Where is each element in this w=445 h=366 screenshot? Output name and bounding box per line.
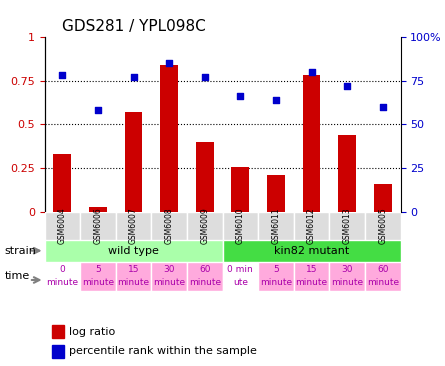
Bar: [338, 135, 356, 212]
Text: strain: strain: [4, 246, 36, 256]
FancyBboxPatch shape: [80, 262, 116, 291]
Text: minute: minute: [46, 278, 78, 287]
Text: 15: 15: [128, 265, 139, 274]
Text: 5: 5: [95, 265, 101, 274]
Point: [272, 97, 279, 103]
FancyBboxPatch shape: [116, 262, 151, 291]
FancyBboxPatch shape: [329, 212, 365, 240]
Text: 60: 60: [377, 265, 388, 274]
Text: percentile rank within the sample: percentile rank within the sample: [69, 346, 257, 356]
Bar: [52, 325, 64, 338]
Text: GSM6004: GSM6004: [58, 208, 67, 244]
Bar: [89, 207, 107, 212]
Text: 0: 0: [60, 265, 65, 274]
Text: minute: minute: [82, 278, 114, 287]
Point: [379, 104, 386, 110]
Text: 60: 60: [199, 265, 210, 274]
Point: [59, 72, 66, 78]
Bar: [53, 154, 71, 212]
Text: wild type: wild type: [108, 246, 159, 256]
FancyBboxPatch shape: [44, 212, 80, 240]
Text: kin82 mutant: kin82 mutant: [274, 246, 349, 256]
Text: 30: 30: [341, 265, 353, 274]
FancyBboxPatch shape: [258, 212, 294, 240]
Text: 5: 5: [273, 265, 279, 274]
Text: minute: minute: [189, 278, 221, 287]
Text: GSM6009: GSM6009: [200, 208, 209, 244]
Text: GSM6010: GSM6010: [236, 208, 245, 244]
Text: GSM6006: GSM6006: [93, 208, 102, 244]
Text: GSM6008: GSM6008: [165, 208, 174, 244]
Text: GSM6013: GSM6013: [343, 208, 352, 244]
Text: minute: minute: [295, 278, 328, 287]
Text: GSM6007: GSM6007: [129, 208, 138, 244]
FancyBboxPatch shape: [151, 262, 187, 291]
FancyBboxPatch shape: [44, 262, 80, 291]
FancyBboxPatch shape: [222, 212, 258, 240]
Text: minute: minute: [153, 278, 185, 287]
Text: 0 min: 0 min: [227, 265, 253, 274]
FancyBboxPatch shape: [187, 262, 222, 291]
Bar: [374, 184, 392, 212]
Text: ute: ute: [233, 278, 248, 287]
Text: GDS281 / YPL098C: GDS281 / YPL098C: [62, 19, 206, 34]
Text: minute: minute: [367, 278, 399, 287]
Bar: [125, 112, 142, 212]
FancyBboxPatch shape: [116, 212, 151, 240]
FancyBboxPatch shape: [222, 240, 400, 262]
Text: minute: minute: [260, 278, 292, 287]
Point: [201, 74, 208, 80]
FancyBboxPatch shape: [222, 262, 258, 291]
FancyBboxPatch shape: [151, 212, 187, 240]
Text: GSM6012: GSM6012: [307, 208, 316, 244]
Bar: [196, 142, 214, 212]
Point: [344, 83, 351, 89]
Bar: [303, 75, 320, 212]
Bar: [52, 345, 64, 358]
Bar: [231, 167, 249, 212]
FancyBboxPatch shape: [365, 212, 400, 240]
Point: [308, 69, 315, 75]
FancyBboxPatch shape: [294, 212, 329, 240]
Text: minute: minute: [331, 278, 363, 287]
FancyBboxPatch shape: [44, 240, 222, 262]
FancyBboxPatch shape: [294, 262, 329, 291]
Text: GSM6011: GSM6011: [271, 208, 280, 244]
Bar: [160, 65, 178, 212]
FancyBboxPatch shape: [80, 212, 116, 240]
FancyBboxPatch shape: [329, 262, 365, 291]
Point: [166, 60, 173, 66]
Text: minute: minute: [117, 278, 150, 287]
Point: [94, 108, 101, 113]
Point: [237, 93, 244, 99]
Text: GSM6005: GSM6005: [378, 208, 387, 244]
Text: 15: 15: [306, 265, 317, 274]
Bar: [267, 175, 285, 212]
Text: 30: 30: [163, 265, 175, 274]
Point: [130, 74, 137, 80]
Text: log ratio: log ratio: [69, 326, 116, 337]
FancyBboxPatch shape: [365, 262, 400, 291]
Text: time: time: [4, 271, 30, 281]
FancyBboxPatch shape: [258, 262, 294, 291]
FancyBboxPatch shape: [187, 212, 222, 240]
